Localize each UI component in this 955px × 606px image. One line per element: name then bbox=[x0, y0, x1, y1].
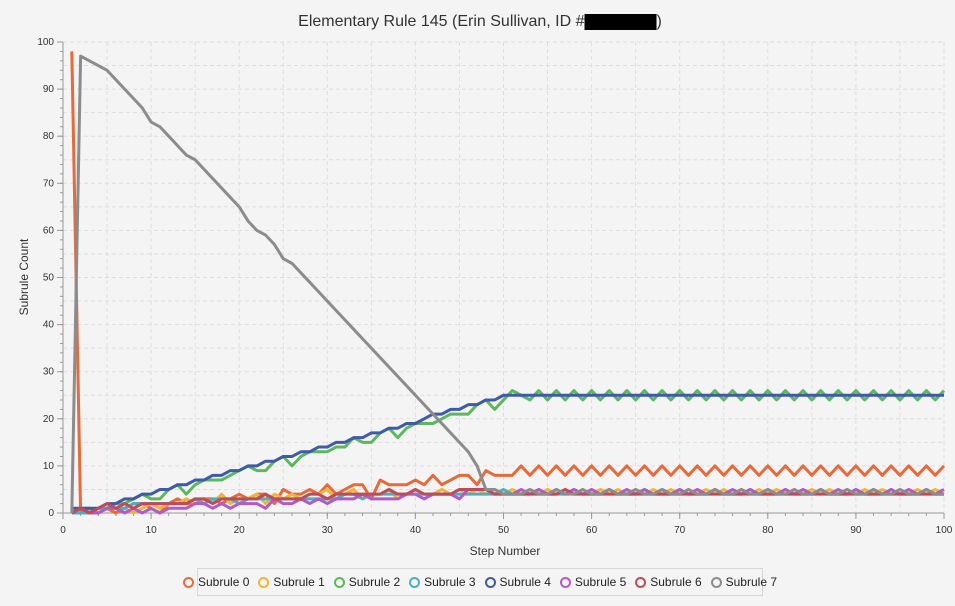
x-tick-label: 100 bbox=[936, 525, 953, 536]
legend-item-1: Subrule 1 bbox=[258, 575, 325, 589]
legend-swatch-5 bbox=[559, 576, 571, 588]
y-tick-label: 20 bbox=[43, 414, 55, 425]
legend-swatch-2 bbox=[333, 576, 345, 588]
title-suffix: ) bbox=[657, 13, 662, 30]
legend-label-4: Subrule 4 bbox=[499, 575, 551, 589]
x-tick-label: 60 bbox=[586, 525, 598, 536]
legend-label-2: Subrule 2 bbox=[348, 575, 401, 589]
title-text: Elementary Rule 145 (Erin Sullivan, ID # bbox=[298, 13, 584, 30]
legend-label-6: Subrule 6 bbox=[650, 575, 702, 589]
y-axis-label: Subrule Count bbox=[17, 238, 31, 315]
y-tick-label: 30 bbox=[43, 367, 55, 378]
x-tick-label: 40 bbox=[410, 525, 422, 536]
y-tick-label: 70 bbox=[43, 178, 55, 189]
x-tick-label: 30 bbox=[322, 525, 334, 536]
x-axis-label: Step Number bbox=[470, 544, 541, 558]
x-tick-label: 90 bbox=[850, 525, 862, 536]
legend-item-0: Subrule 0 bbox=[183, 575, 249, 589]
legend-swatch-7 bbox=[710, 576, 722, 588]
legend-swatch-0 bbox=[183, 576, 194, 588]
x-tick-label: 0 bbox=[60, 525, 66, 536]
legend-swatch-4 bbox=[484, 576, 496, 588]
y-tick-label: 100 bbox=[37, 37, 54, 48]
legend-swatch-6 bbox=[635, 576, 647, 588]
axes: 0 10 20 30 40 50 60 70 80 90 100 0 10 20 30 40 50 60 70 80 9… bbox=[37, 37, 952, 536]
y-tick-label: 40 bbox=[43, 320, 55, 331]
series-line-0 bbox=[70, 51, 946, 515]
legend-label-3: Subrule 3 bbox=[424, 575, 476, 589]
y-tick-label: 90 bbox=[43, 84, 55, 95]
legend-label-0: Subrule 0 bbox=[198, 575, 250, 589]
y-tick-label: 0 bbox=[48, 508, 54, 519]
y-tick-label: 60 bbox=[43, 225, 55, 236]
legend-swatch-3 bbox=[409, 576, 421, 588]
legend-label-7: Subrule 7 bbox=[725, 575, 777, 589]
legend-item-3: Subrule 3 bbox=[409, 575, 476, 589]
legend-item-7: Subrule 7 bbox=[710, 575, 777, 589]
legend-item-2: Subrule 2 bbox=[333, 575, 401, 589]
x-tick-label: 70 bbox=[674, 525, 686, 536]
legend-item-5: Subrule 5 bbox=[559, 575, 627, 589]
y-tick-label: 80 bbox=[43, 131, 55, 142]
series-line-4 bbox=[71, 393, 944, 510]
x-tick-label: 80 bbox=[762, 525, 774, 536]
x-tick-label: 20 bbox=[234, 525, 246, 536]
legend-item-6: Subrule 6 bbox=[635, 575, 702, 589]
legend-label-5: Subrule 5 bbox=[574, 575, 627, 589]
x-tick-label: 10 bbox=[146, 525, 158, 536]
x-tick-label: 50 bbox=[498, 525, 510, 536]
y-tick-label: 50 bbox=[43, 273, 55, 284]
series-lines bbox=[70, 51, 946, 515]
series-line-7 bbox=[70, 54, 944, 514]
legend-swatch-1 bbox=[258, 576, 270, 588]
grid bbox=[62, 41, 945, 514]
y-tick-label: 10 bbox=[43, 461, 55, 472]
legend: Subrule 0 Subrule 1 Subrule 2 Subrule 3 Subr… bbox=[183, 568, 777, 596]
title-redaction-box bbox=[584, 14, 657, 30]
legend-item-4: Subrule 4 bbox=[484, 575, 551, 589]
legend-label-1: Subrule 1 bbox=[273, 575, 325, 589]
chart-title: Elementary Rule 145 (Erin Sullivan, ID #… bbox=[298, 13, 662, 30]
